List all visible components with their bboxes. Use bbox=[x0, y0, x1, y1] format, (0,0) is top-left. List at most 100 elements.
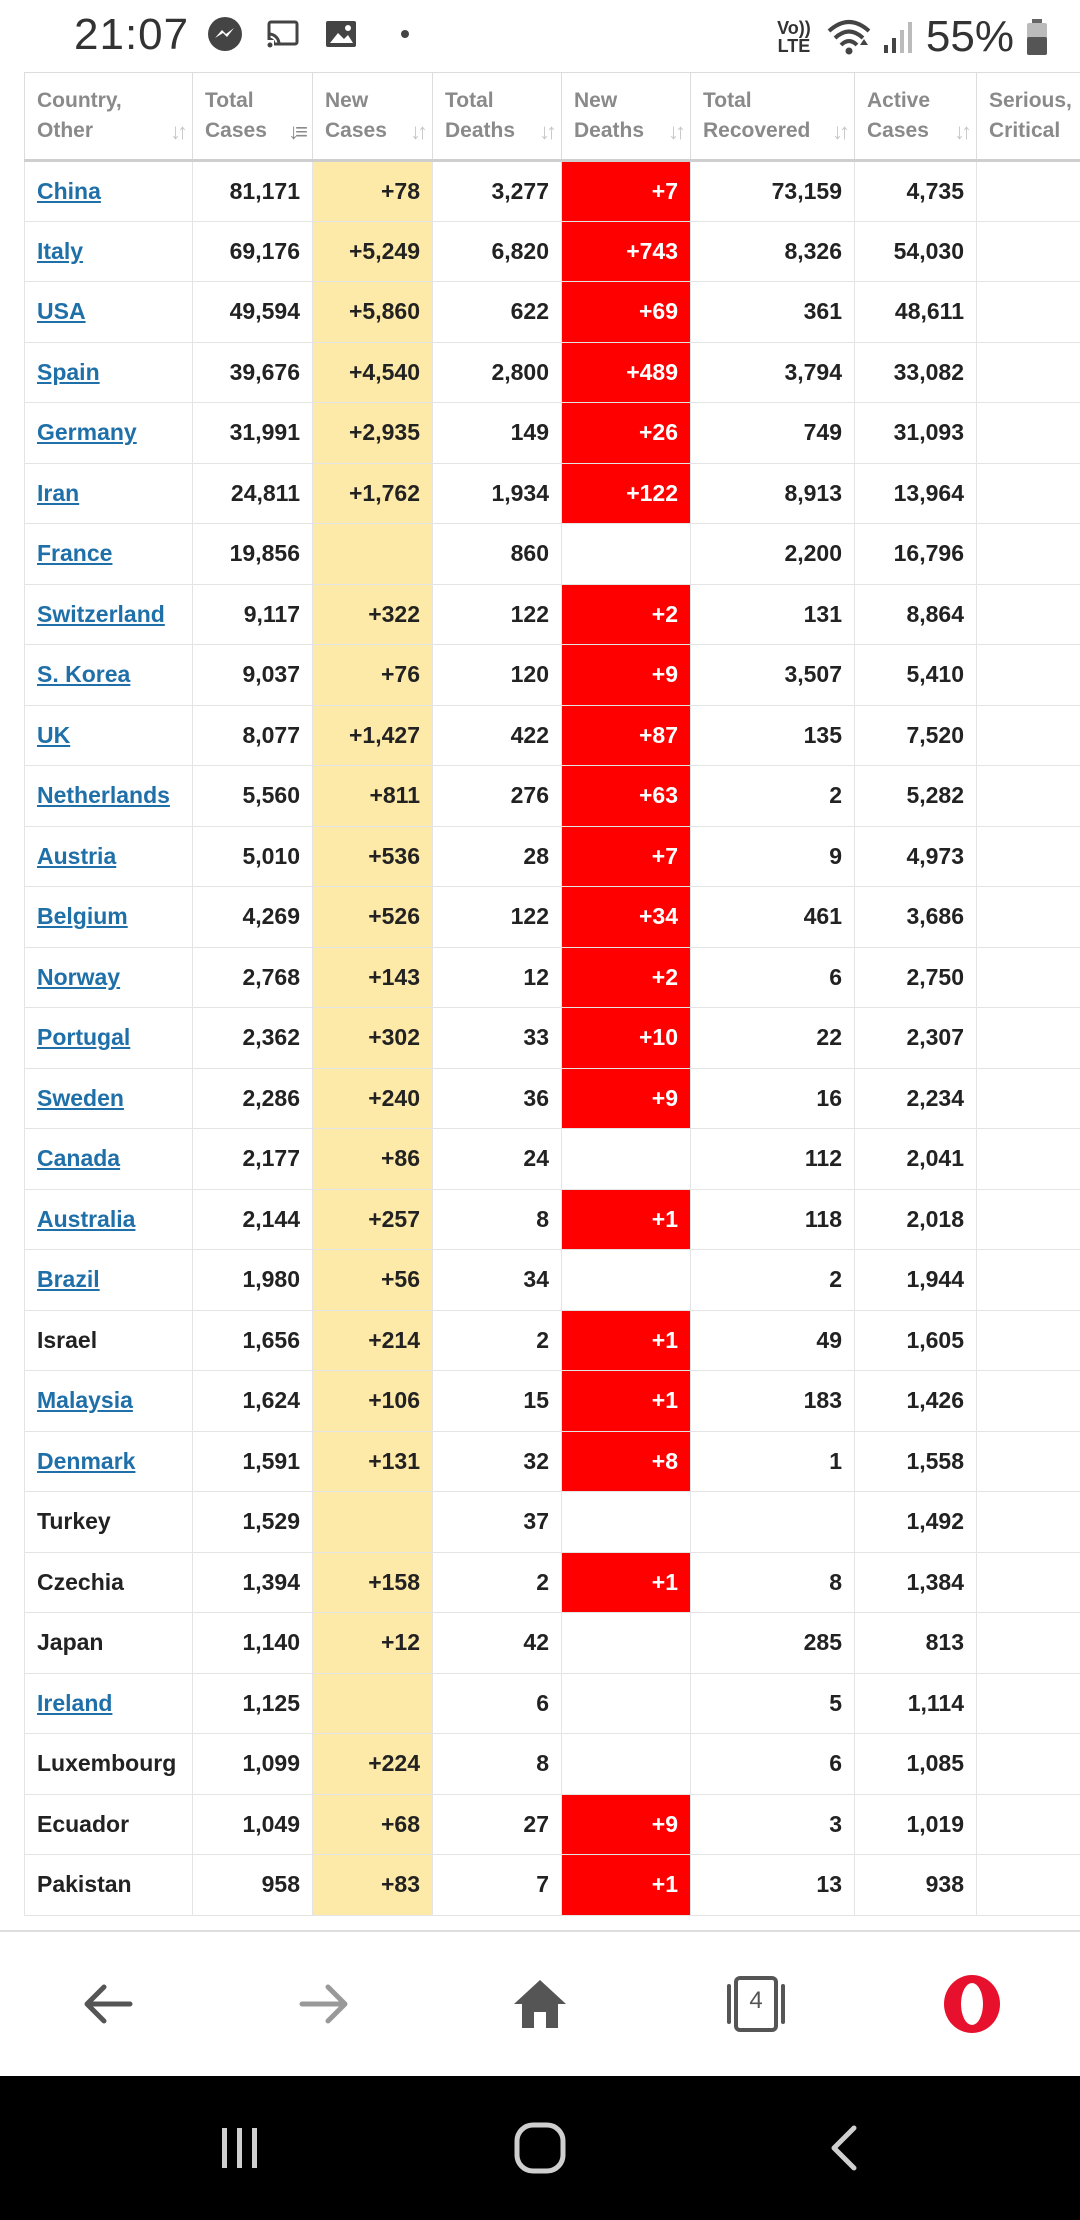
country-link[interactable]: Sweden bbox=[37, 1084, 124, 1111]
country-cell[interactable]: USA bbox=[24, 281, 193, 343]
header-total-cases[interactable]: Total Cases ↓≡ bbox=[192, 72, 313, 162]
header-new-cases[interactable]: New Cases ↓↑ bbox=[312, 72, 433, 162]
country-cell[interactable]: Iran bbox=[24, 462, 193, 524]
tabs-button[interactable]: 4 bbox=[720, 1968, 792, 2040]
opera-menu-button[interactable] bbox=[936, 1968, 1008, 2040]
total-recovered-cell: 285 bbox=[690, 1612, 855, 1674]
country-link[interactable]: Australia bbox=[37, 1205, 136, 1232]
recent-apps-icon bbox=[222, 2128, 257, 2168]
header-new-deaths[interactable]: New Deaths ↓↑ bbox=[561, 72, 691, 162]
country-cell[interactable]: UK bbox=[24, 704, 193, 766]
country-cell[interactable]: Switzerland bbox=[24, 583, 193, 645]
home-circle-icon bbox=[514, 2122, 566, 2174]
new-deaths-cell bbox=[561, 1733, 691, 1795]
forward-button[interactable] bbox=[288, 1968, 360, 2040]
header-total-deaths[interactable]: Total Deaths ↓↑ bbox=[432, 72, 562, 162]
android-home-button[interactable] bbox=[508, 2116, 572, 2180]
total-recovered-cell: 9 bbox=[690, 825, 855, 887]
country-link[interactable]: Italy bbox=[37, 237, 84, 264]
country-link[interactable]: S. Korea bbox=[37, 661, 131, 688]
new-deaths-cell: +122 bbox=[561, 462, 691, 524]
country-link[interactable]: Canada bbox=[37, 1145, 121, 1172]
total-recovered-cell: 6 bbox=[690, 946, 855, 1008]
total-cases-cell: 1,099 bbox=[192, 1733, 313, 1795]
serious-critical-cell: 43 bbox=[976, 765, 1080, 827]
forward-arrow-icon bbox=[299, 1984, 348, 2024]
country-cell[interactable]: Australia bbox=[24, 1188, 193, 1250]
total-cases-cell: 1,049 bbox=[192, 1793, 313, 1855]
country-cell[interactable]: Germany bbox=[24, 402, 193, 464]
total-recovered-cell: 118 bbox=[690, 1188, 855, 1250]
country-cell[interactable]: Portugal bbox=[24, 1007, 193, 1069]
active-cases-cell: 2,018 bbox=[854, 1188, 977, 1250]
country-link[interactable]: Denmark bbox=[37, 1447, 136, 1474]
country-link[interactable]: Netherlands bbox=[37, 782, 170, 809]
country-link[interactable]: UK bbox=[37, 721, 71, 748]
country-link[interactable]: China bbox=[37, 177, 101, 204]
country-link[interactable]: France bbox=[37, 540, 113, 567]
header-serious-critical[interactable]: Serious, Critical bbox=[976, 72, 1080, 162]
total-cases-cell: 1,140 bbox=[192, 1612, 313, 1674]
country-cell[interactable]: France bbox=[24, 523, 193, 585]
country-link[interactable]: Austria bbox=[37, 842, 117, 869]
country-link[interactable]: Norway bbox=[37, 963, 121, 990]
country-cell[interactable]: S. Korea bbox=[24, 644, 193, 706]
country-link[interactable]: Switzerland bbox=[37, 600, 165, 627]
total-cases-cell: 19,856 bbox=[192, 523, 313, 585]
serious-critical-cell: 3,39 bbox=[976, 220, 1080, 282]
country-link[interactable]: USA bbox=[37, 298, 86, 325]
new-cases-cell: +257 bbox=[312, 1188, 433, 1250]
country-cell[interactable]: Sweden bbox=[24, 1067, 193, 1129]
header-total-recovered[interactable]: Total Recovered ↓↑ bbox=[690, 72, 855, 162]
country-link[interactable]: Spain bbox=[37, 358, 100, 385]
serious-critical-cell: 2 bbox=[976, 825, 1080, 887]
country-link[interactable]: Ireland bbox=[37, 1689, 113, 1716]
total-cases-cell: 1,529 bbox=[192, 1491, 313, 1553]
country-cell[interactable]: Malaysia bbox=[24, 1370, 193, 1432]
country-cell[interactable]: Ireland bbox=[24, 1672, 193, 1734]
sort-desc-icon: ↓≡ bbox=[288, 119, 308, 144]
country-cell[interactable]: Norway bbox=[24, 946, 193, 1008]
coronavirus-table-viewport[interactable]: Country, Other ↓↑ Total Cases ↓≡ New Cas… bbox=[0, 72, 1080, 1932]
serious-critical-cell: 2 bbox=[976, 704, 1080, 766]
total-cases-cell: 2,177 bbox=[192, 1128, 313, 1190]
recent-apps-button[interactable] bbox=[208, 2116, 272, 2180]
country-link[interactable]: Portugal bbox=[37, 1024, 131, 1051]
country-link[interactable]: Malaysia bbox=[37, 1387, 133, 1414]
country-cell[interactable]: Belgium bbox=[24, 886, 193, 948]
country-cell[interactable]: China bbox=[24, 160, 193, 222]
country-link[interactable]: Brazil bbox=[37, 1266, 100, 1293]
cast-icon bbox=[266, 20, 299, 48]
country-cell[interactable]: Austria bbox=[24, 825, 193, 887]
total-cases-cell: 69,176 bbox=[192, 220, 313, 282]
country-cell[interactable]: Brazil bbox=[24, 1249, 193, 1311]
country-link[interactable]: Belgium bbox=[37, 903, 128, 930]
country-link[interactable]: Germany bbox=[37, 419, 137, 446]
country-cell: Turkey bbox=[24, 1491, 193, 1553]
serious-critical-cell: 2 bbox=[976, 402, 1080, 464]
country-cell[interactable]: Canada bbox=[24, 1128, 193, 1190]
country-cell[interactable]: Spain bbox=[24, 341, 193, 403]
country-cell[interactable]: Denmark bbox=[24, 1430, 193, 1492]
total-cases-cell: 49,594 bbox=[192, 281, 313, 343]
country-cell[interactable]: Italy bbox=[24, 220, 193, 282]
header-country[interactable]: Country, Other ↓↑ bbox=[24, 72, 193, 162]
new-cases-cell bbox=[312, 1672, 433, 1734]
header-active-cases[interactable]: Active Cases ↓↑ bbox=[854, 72, 977, 162]
total-cases-cell: 9,117 bbox=[192, 583, 313, 645]
back-chevron-icon bbox=[831, 2125, 857, 2171]
new-deaths-cell: +87 bbox=[561, 704, 691, 766]
table-row: Canada 2,177 +86 24 112 2,041 bbox=[24, 1128, 1080, 1190]
total-deaths-cell: 149 bbox=[432, 402, 562, 464]
android-back-button[interactable] bbox=[814, 2116, 878, 2180]
table-row: Ecuador 1,049 +68 27 +9 3 1,019 bbox=[24, 1793, 1080, 1855]
country-link[interactable]: Iran bbox=[37, 479, 80, 506]
total-cases-cell: 1,656 bbox=[192, 1309, 313, 1371]
home-button[interactable] bbox=[504, 1968, 576, 2040]
back-button[interactable] bbox=[72, 1968, 144, 2040]
android-navigation-bar bbox=[0, 2076, 1080, 2220]
country-cell[interactable]: Netherlands bbox=[24, 765, 193, 827]
new-deaths-cell bbox=[561, 523, 691, 585]
